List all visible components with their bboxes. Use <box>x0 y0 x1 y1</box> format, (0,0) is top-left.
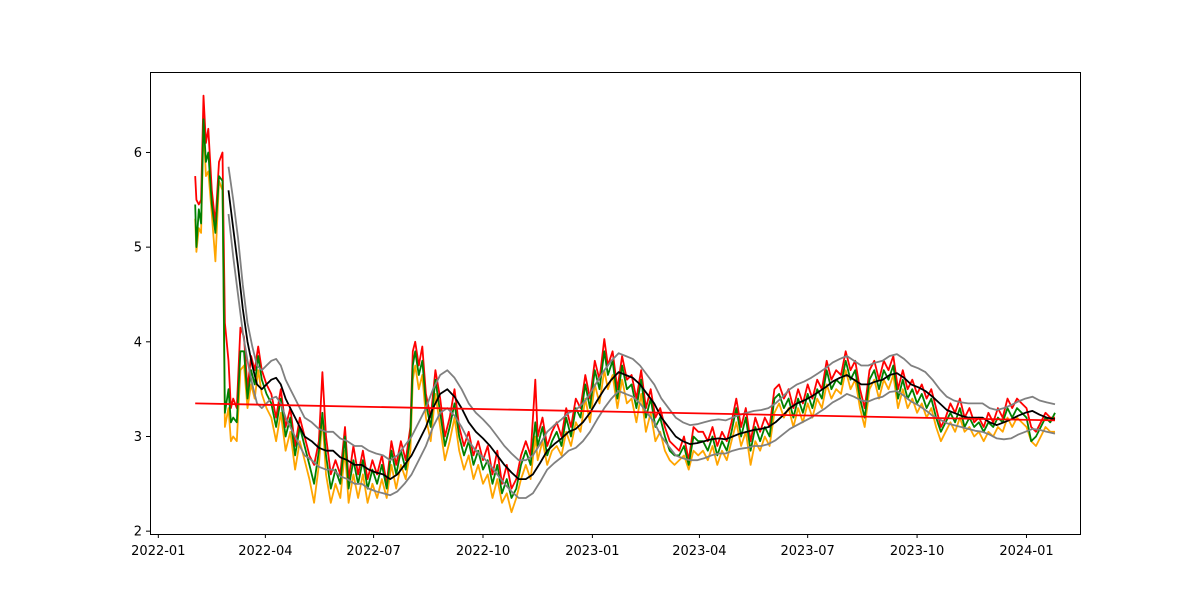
x-tick-label: 2022-10 <box>456 544 510 559</box>
series-line-6 <box>195 402 1056 422</box>
y-tick-label: 3 <box>134 430 142 445</box>
x-tick-label: 2022-07 <box>346 544 400 559</box>
y-tick-label: 2 <box>134 525 142 540</box>
x-tick-label: 2023-07 <box>780 544 834 559</box>
x-tick-label: 2023-04 <box>672 544 726 559</box>
y-axis: 2 3 4 5 6 <box>134 146 150 540</box>
x-tick-label: 2023-10 <box>890 544 944 559</box>
y-tick-label: 4 <box>134 335 142 350</box>
series-line-0 <box>194 94 1055 490</box>
series-line-1 <box>194 123 1055 514</box>
x-axis: 2022-01 2022-04 2022-07 2022-10 2023-01 2023-… <box>131 534 1054 559</box>
y-tick-label: 6 <box>134 146 142 161</box>
series-layer <box>194 94 1056 514</box>
x-tick-label: 2024-01 <box>999 544 1053 559</box>
series-line-5 <box>227 213 1056 499</box>
x-tick-label: 2022-01 <box>131 544 185 559</box>
plot-frame <box>150 72 1081 535</box>
series-line-3 <box>227 190 1056 481</box>
x-tick-label: 2022-04 <box>238 544 292 559</box>
x-tick-label: 2023-01 <box>565 544 619 559</box>
y-tick-label: 5 <box>134 241 142 256</box>
series-line-2 <box>194 118 1056 499</box>
series-line-4 <box>227 166 1056 462</box>
